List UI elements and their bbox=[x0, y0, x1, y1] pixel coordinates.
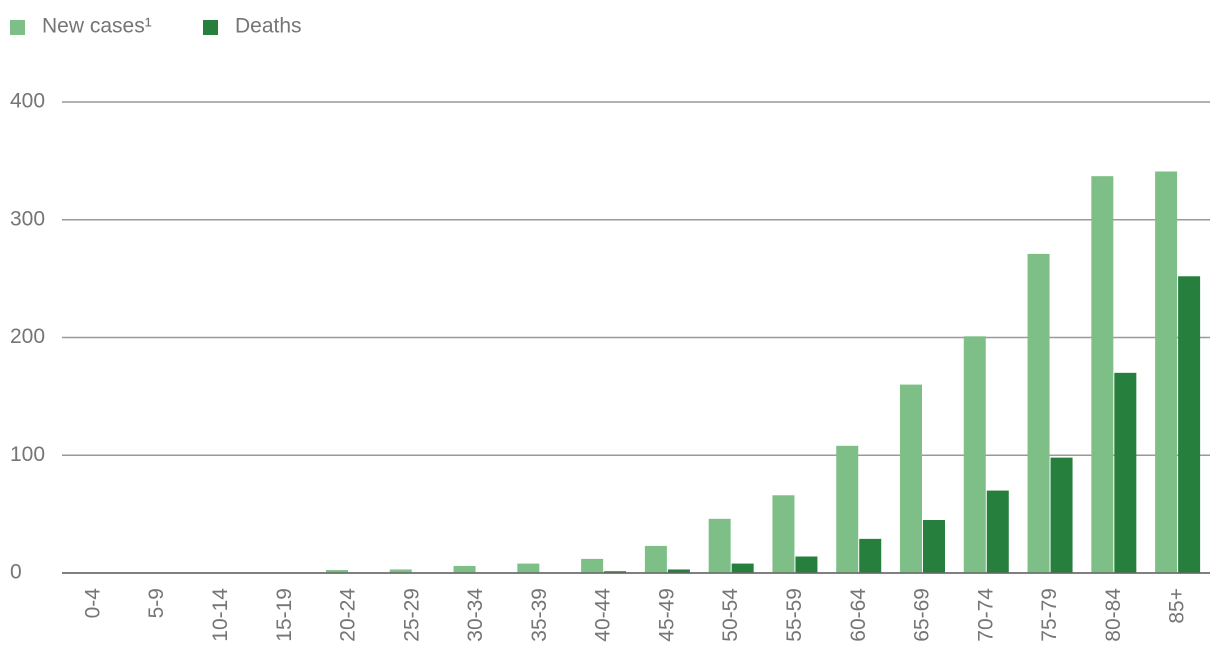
x-tick-label: 70-74 bbox=[974, 588, 997, 642]
bar bbox=[900, 384, 922, 573]
bar bbox=[1050, 457, 1073, 573]
x-tick-label: 50-54 bbox=[719, 588, 742, 642]
legend-label: Deaths bbox=[235, 15, 302, 38]
bar bbox=[389, 569, 412, 573]
bar bbox=[604, 571, 627, 573]
bar bbox=[963, 336, 986, 573]
x-tick-label: 10-14 bbox=[209, 588, 232, 642]
bar bbox=[453, 565, 476, 573]
bar bbox=[1155, 171, 1178, 573]
y-tick-label: 300 bbox=[10, 207, 45, 230]
y-tick-label: 0 bbox=[10, 561, 22, 584]
bar bbox=[836, 445, 859, 573]
y-tick-label: 100 bbox=[10, 443, 45, 466]
bar bbox=[1114, 372, 1137, 573]
bar bbox=[644, 545, 667, 573]
y-tick-label: 400 bbox=[10, 90, 45, 113]
bar bbox=[859, 538, 882, 573]
legend-swatch bbox=[10, 20, 25, 35]
bar bbox=[986, 490, 1009, 573]
legend-label: New cases¹ bbox=[42, 15, 152, 38]
x-tick-label: 15-19 bbox=[273, 588, 296, 642]
x-tick-label: 55-59 bbox=[783, 588, 806, 642]
x-tick-label: 45-49 bbox=[655, 588, 678, 642]
x-tick-label: 85+ bbox=[1166, 588, 1189, 624]
x-tick-label: 0-4 bbox=[81, 588, 104, 619]
bar bbox=[1027, 253, 1050, 573]
bar bbox=[326, 570, 348, 573]
x-tick-label: 25-29 bbox=[400, 588, 423, 642]
x-tick-label: 40-44 bbox=[592, 588, 615, 642]
x-tick-label: 5-9 bbox=[145, 588, 168, 618]
bar bbox=[795, 556, 818, 573]
bar bbox=[708, 518, 731, 573]
x-tick-label: 60-64 bbox=[847, 588, 870, 642]
x-tick-label: 20-24 bbox=[337, 588, 360, 642]
bar bbox=[731, 563, 754, 573]
bar bbox=[667, 569, 690, 573]
bar bbox=[581, 558, 604, 573]
y-tick-label: 200 bbox=[10, 325, 45, 348]
legend-swatch bbox=[203, 20, 218, 35]
bar bbox=[772, 495, 795, 573]
x-tick-label: 65-69 bbox=[911, 588, 934, 642]
bar bbox=[1178, 276, 1201, 573]
bar bbox=[517, 563, 540, 573]
x-tick-label: 80-84 bbox=[1102, 588, 1125, 642]
bar bbox=[1091, 176, 1114, 573]
x-tick-label: 30-34 bbox=[464, 588, 487, 642]
x-tick-label: 75-79 bbox=[1038, 588, 1061, 642]
x-tick-label: 35-39 bbox=[528, 588, 551, 642]
bar bbox=[923, 520, 945, 573]
